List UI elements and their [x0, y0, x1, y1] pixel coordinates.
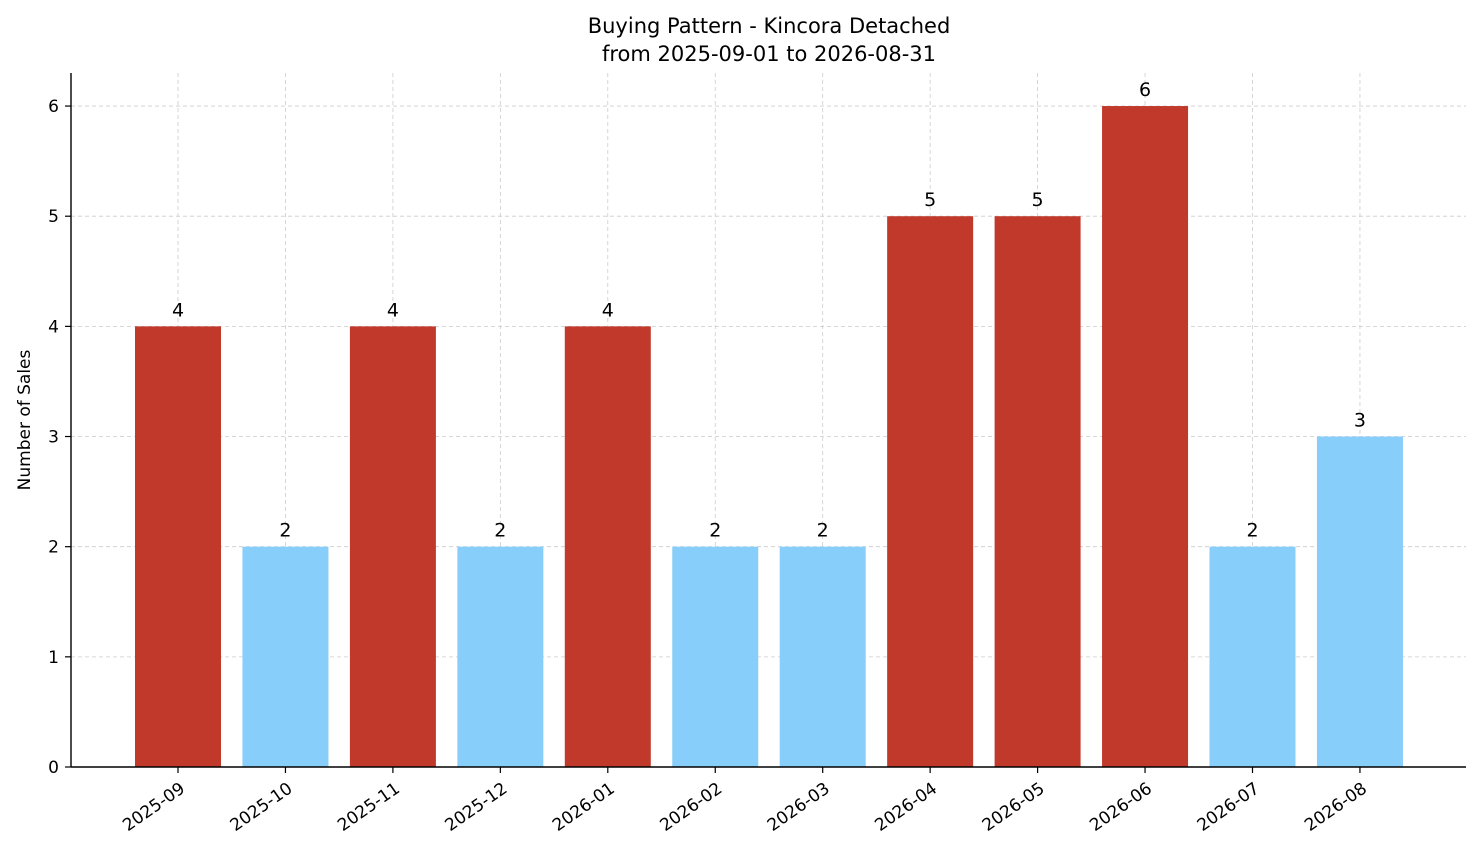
- x-tick-label-2026-06: 2026-06: [1086, 779, 1156, 836]
- data-label-2026-07: 2: [1246, 520, 1258, 542]
- data-label-2026-06: 6: [1139, 79, 1151, 101]
- y-tick-label: 1: [48, 648, 59, 668]
- x-tick-label-2026-07: 2026-07: [1194, 779, 1264, 836]
- data-label-2025-10: 2: [279, 520, 291, 542]
- bar-2026-04: [887, 216, 974, 767]
- y-tick-label: 0: [48, 758, 59, 778]
- bar-2026-08: [1316, 436, 1403, 767]
- x-tick-label-2026-03: 2026-03: [764, 779, 834, 836]
- data-label-2026-04: 5: [924, 189, 936, 211]
- x-tick-label-2025-10: 2025-10: [227, 779, 297, 836]
- bar-2025-12: [457, 546, 544, 767]
- bar-2026-02: [672, 546, 759, 767]
- y-axis-label: Number of Sales: [15, 349, 35, 490]
- bar-layer: [135, 106, 1403, 768]
- bar-2025-10: [242, 546, 329, 767]
- data-label-2026-05: 5: [1032, 189, 1044, 211]
- bar-2026-03: [779, 546, 866, 767]
- data-label-2026-01: 4: [602, 299, 614, 321]
- y-tick-label: 2: [48, 538, 59, 558]
- x-tick-label-2026-08: 2026-08: [1301, 779, 1371, 836]
- x-tick-label-2026-04: 2026-04: [871, 779, 941, 836]
- chart-subtitle: from 2025-09-01 to 2026-08-31: [602, 42, 936, 66]
- data-label-2025-11: 4: [387, 299, 399, 321]
- chart-title: Buying Pattern - Kincora Detached: [588, 14, 951, 38]
- x-tick-label-2025-12: 2025-12: [442, 779, 512, 836]
- data-label-2026-02: 2: [709, 520, 721, 542]
- x-tick-label-2026-05: 2026-05: [979, 779, 1049, 836]
- x-tick-label-2026-01: 2026-01: [549, 779, 619, 836]
- bar-2026-07: [1209, 546, 1296, 767]
- bar-2026-01: [564, 326, 651, 767]
- bar-2025-11: [349, 326, 436, 767]
- x-tick-label-2025-11: 2025-11: [334, 779, 404, 836]
- y-tick-label: 3: [48, 428, 59, 448]
- data-label-2025-12: 2: [494, 520, 506, 542]
- x-tick-label-2025-09: 2025-09: [119, 779, 189, 836]
- y-tick-label: 5: [48, 207, 59, 227]
- x-tick-label-2026-02: 2026-02: [656, 779, 726, 836]
- axis-layer: [65, 73, 1466, 773]
- data-label-2026-08: 3: [1354, 410, 1366, 432]
- data-label-2025-09: 4: [172, 299, 184, 321]
- y-tick-label: 6: [48, 97, 59, 117]
- y-tick-label: 4: [48, 317, 59, 337]
- data-label-2026-03: 2: [817, 520, 829, 542]
- bar-2025-09: [135, 326, 221, 767]
- bar-2026-05: [994, 216, 1081, 767]
- bar-2026-06: [1102, 106, 1189, 768]
